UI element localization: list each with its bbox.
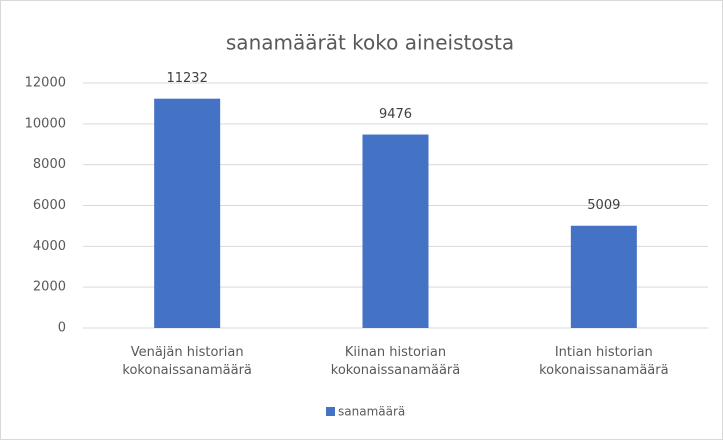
data-label: 11232 <box>166 71 207 86</box>
x-tick-label: Venäjän historian kokonaissanamäärä <box>122 345 252 378</box>
bar <box>154 98 221 329</box>
chart-title: sanamäärät koko aineistosta <box>226 31 514 55</box>
x-tick-label: Intian historian kokonaissanamäärä <box>539 345 669 378</box>
y-tick-label: 6000 <box>33 198 66 213</box>
y-tick-label: 2000 <box>33 280 66 295</box>
data-label: 5009 <box>587 198 620 213</box>
y-tick-label: 8000 <box>33 157 66 172</box>
y-tick-label: 4000 <box>33 239 66 254</box>
legend-swatch <box>326 407 335 416</box>
y-tick-label: 0 <box>58 321 66 336</box>
y-tick-label: 10000 <box>25 116 66 131</box>
bar <box>362 134 429 328</box>
data-label: 9476 <box>379 107 412 122</box>
bar <box>570 225 637 328</box>
y-tick-label: 12000 <box>25 76 66 91</box>
legend-label: sanamäärä <box>338 405 405 419</box>
x-tick-label: Kiinan historian kokonaissanamäärä <box>330 345 461 378</box>
